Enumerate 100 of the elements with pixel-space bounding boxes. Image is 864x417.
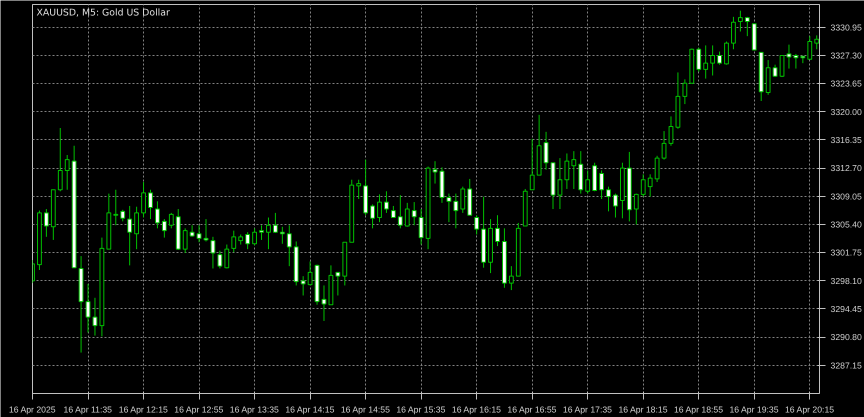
candlestick <box>564 152 570 190</box>
candlestick <box>272 212 278 234</box>
y-tick-label: 3330.95 <box>830 22 862 32</box>
candlestick <box>668 116 674 146</box>
candlestick <box>558 158 562 210</box>
candlestick <box>127 205 132 266</box>
candlestick <box>453 193 458 229</box>
y-tick-label: 3287.15 <box>830 360 862 370</box>
candlestick <box>780 54 784 78</box>
x-tick-label: 16 Apr 19:35 <box>729 404 779 414</box>
candlestick <box>738 10 743 32</box>
candlestick <box>210 236 216 269</box>
x-tick-label: 16 Apr 17:35 <box>562 404 612 414</box>
candlestick <box>148 189 153 220</box>
y-tick-label: 3294.45 <box>830 304 862 314</box>
x-tick-label: 16 Apr 14:55 <box>340 404 390 414</box>
candlestick <box>58 127 63 192</box>
candlestick <box>370 204 375 229</box>
y-tick-label: 3301.75 <box>830 248 862 258</box>
candlestick <box>245 232 250 250</box>
y-tick-label: 3309.05 <box>830 191 862 202</box>
candlestick <box>654 155 660 183</box>
candlestick <box>377 194 382 223</box>
candlestick <box>182 228 188 254</box>
candlestick <box>682 78 688 105</box>
candlestick <box>238 234 244 246</box>
candlestick <box>390 205 396 218</box>
candlestick <box>141 182 146 218</box>
y-tick-label: 3298.10 <box>830 276 862 286</box>
candlestick <box>404 202 410 228</box>
y-tick-label: 3327.30 <box>830 50 862 60</box>
x-tick-label: 16 Apr 16:55 <box>507 404 557 414</box>
chart-title: XAUUSD, M5: Gold US Dollar <box>36 8 170 18</box>
candlestick <box>460 186 466 214</box>
x-tick-label: 16 Apr 12:55 <box>174 404 224 414</box>
candlestick <box>190 224 195 238</box>
candlestick <box>134 206 140 250</box>
candlestick <box>259 224 264 240</box>
candlestick <box>807 36 812 60</box>
candlestick <box>231 230 236 253</box>
candlestick <box>398 194 403 229</box>
candlestick <box>731 16 736 50</box>
candlestick <box>432 160 438 184</box>
candlestick <box>599 170 604 200</box>
candlestick <box>648 174 653 198</box>
y-tick-label: 3305.40 <box>830 219 862 230</box>
x-tick-label: 16 Apr 20:15 <box>785 404 834 414</box>
candlestick <box>286 224 292 267</box>
y-tick-label: 3320.00 <box>830 106 862 117</box>
candlestick <box>86 283 90 334</box>
candlestick <box>196 224 202 243</box>
y-tick-label: 3290.80 <box>830 332 862 342</box>
candlestick <box>530 138 535 190</box>
x-tick-label: 16 Apr 15:35 <box>396 404 446 414</box>
candlestick <box>155 200 160 229</box>
candlestick <box>793 53 798 70</box>
candlestick <box>544 131 548 170</box>
candlestick <box>280 226 285 244</box>
candlestick <box>613 193 618 218</box>
candlestick <box>703 44 708 80</box>
candlestick <box>162 218 167 238</box>
candlestick <box>224 244 230 269</box>
candlestick <box>724 41 729 66</box>
candlestick <box>266 217 271 250</box>
candlestick <box>335 272 340 296</box>
candlestick <box>300 276 306 296</box>
candlestick <box>384 190 389 214</box>
candlestick <box>412 202 417 226</box>
candlestick <box>717 51 722 66</box>
candlestick <box>744 16 750 37</box>
x-tick-label: 16 Apr 13:35 <box>230 404 280 414</box>
candlestick <box>571 150 576 190</box>
candlestick <box>495 214 500 247</box>
x-tick-label: 16 Apr 18:55 <box>674 404 724 414</box>
candlestick <box>640 174 646 198</box>
candlestick <box>92 297 98 336</box>
y-tick-label: 3312.70 <box>830 163 862 174</box>
candlestick <box>585 170 590 194</box>
candlestick <box>217 250 222 269</box>
x-tick-label: 16 Apr 11:35 <box>64 404 112 414</box>
candlestick <box>64 154 70 190</box>
x-tick-label: 16 Apr 14:15 <box>285 404 335 414</box>
candlestick <box>418 208 424 246</box>
y-tick-label: 3316.35 <box>830 134 862 145</box>
y-tick-label: 3323.65 <box>830 78 862 89</box>
candlestick <box>252 228 257 246</box>
candlestick <box>113 189 118 226</box>
candlestick <box>120 209 126 222</box>
x-tick-label: 16 Apr 18:15 <box>618 404 668 414</box>
candlestick <box>474 214 480 236</box>
candlestick <box>634 193 639 225</box>
x-tick-label: 16 Apr 16:15 <box>452 404 502 414</box>
candlestick <box>606 186 611 212</box>
candlestick <box>446 193 452 223</box>
candlestick <box>168 212 174 229</box>
candlestick <box>696 47 702 72</box>
candlestick <box>308 261 313 286</box>
candlestick <box>44 208 49 238</box>
candlestick <box>356 179 362 200</box>
candlestick <box>662 130 666 160</box>
